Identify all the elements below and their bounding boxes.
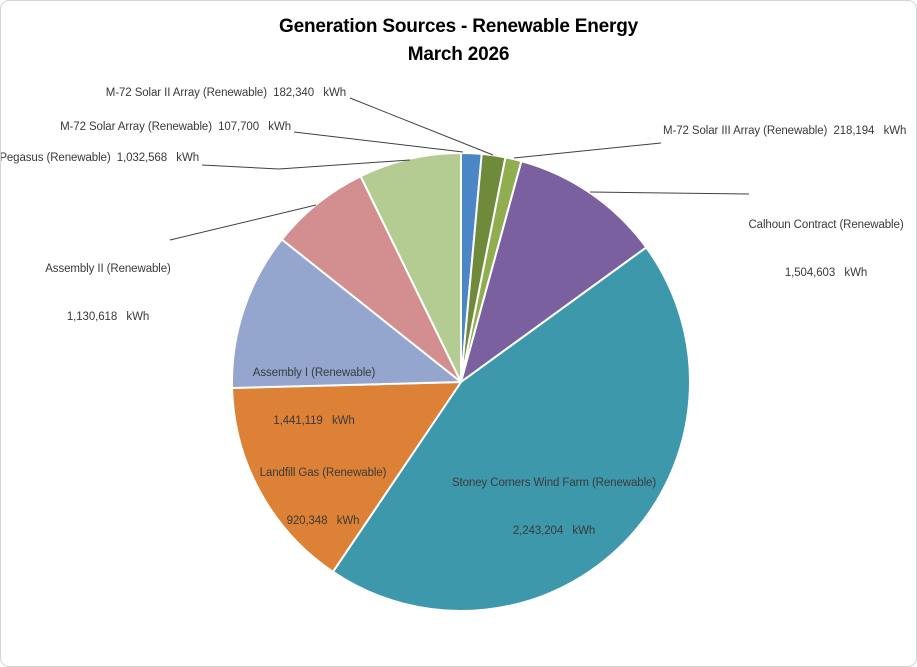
chart-title-line2: March 2026	[407, 44, 510, 65]
data-label-m72-solar-ii: M-72 Solar II Array (Renewable) 182,340 …	[105, 87, 346, 99]
pie-slice-assembly-i[interactable]	[231, 238, 462, 389]
leader-line-m72-solar-iii	[513, 142, 662, 159]
pie-slice-pegasus[interactable]	[359, 152, 462, 383]
leader-line-m72-solar	[293, 131, 464, 153]
data-label-assembly-ii-name: Assembly II (Renewable)	[45, 263, 171, 275]
data-label-assembly-ii-value: 1,130,618 kWh	[66, 311, 150, 323]
data-label-assembly-i: Assembly I (Renewable) 1,441,119 kWh	[252, 333, 376, 461]
data-label-calhoun: Calhoun Contract (Renewable) 1,504,603 k…	[748, 185, 903, 313]
data-label-calhoun-value: 1,504,603 kWh	[784, 267, 868, 279]
data-label-stoney-corners: Stoney Corners Wind Farm (Renewable) 2,2…	[452, 443, 656, 571]
data-label-landfill-gas-name: Landfill Gas (Renewable)	[259, 467, 387, 479]
data-label-assembly-i-name: Assembly I (Renewable)	[252, 367, 376, 379]
leader-line-m72-solar-ii	[349, 97, 494, 156]
data-label-assembly-ii: Assembly II (Renewable) 1,130,618 kWh	[45, 229, 171, 357]
leader-line-calhoun	[589, 191, 750, 195]
data-label-calhoun-name: Calhoun Contract (Renewable)	[748, 219, 904, 231]
data-label-pegasus: Pegasus (Renewable) 1,032,568 kWh	[0, 152, 199, 164]
data-label-assembly-i-value: 1,441,119 kWh	[273, 415, 355, 427]
pie-slice-calhoun[interactable]	[460, 160, 648, 383]
pie-slice-assembly-ii[interactable]	[280, 175, 462, 383]
data-label-landfill-gas-value: 920,348 kWh	[286, 515, 360, 527]
pie-slice-landfill-gas[interactable]	[231, 381, 462, 573]
pie-slice-stoney-corners[interactable]	[331, 246, 691, 612]
data-label-m72-solar: M-72 Solar Array (Renewable) 107,700 kWh	[60, 121, 291, 133]
data-label-stoney-corners-value: 2,243,204 kWh	[512, 525, 596, 537]
chart-title-line1: Generation Sources - Renewable Energy	[279, 16, 638, 37]
data-label-landfill-gas: Landfill Gas (Renewable) 920,348 kWh	[260, 433, 387, 561]
data-label-stoney-corners-name: Stoney Corners Wind Farm (Renewable)	[451, 477, 657, 489]
data-label-m72-solar-iii: M-72 Solar III Array (Renewable) 218,194…	[663, 125, 907, 137]
leader-line-assembly-ii	[169, 204, 317, 241]
leader-line-pegasus	[201, 159, 411, 170]
chart-title: Generation Sources - Renewable Energy Ma…	[1, 13, 916, 69]
